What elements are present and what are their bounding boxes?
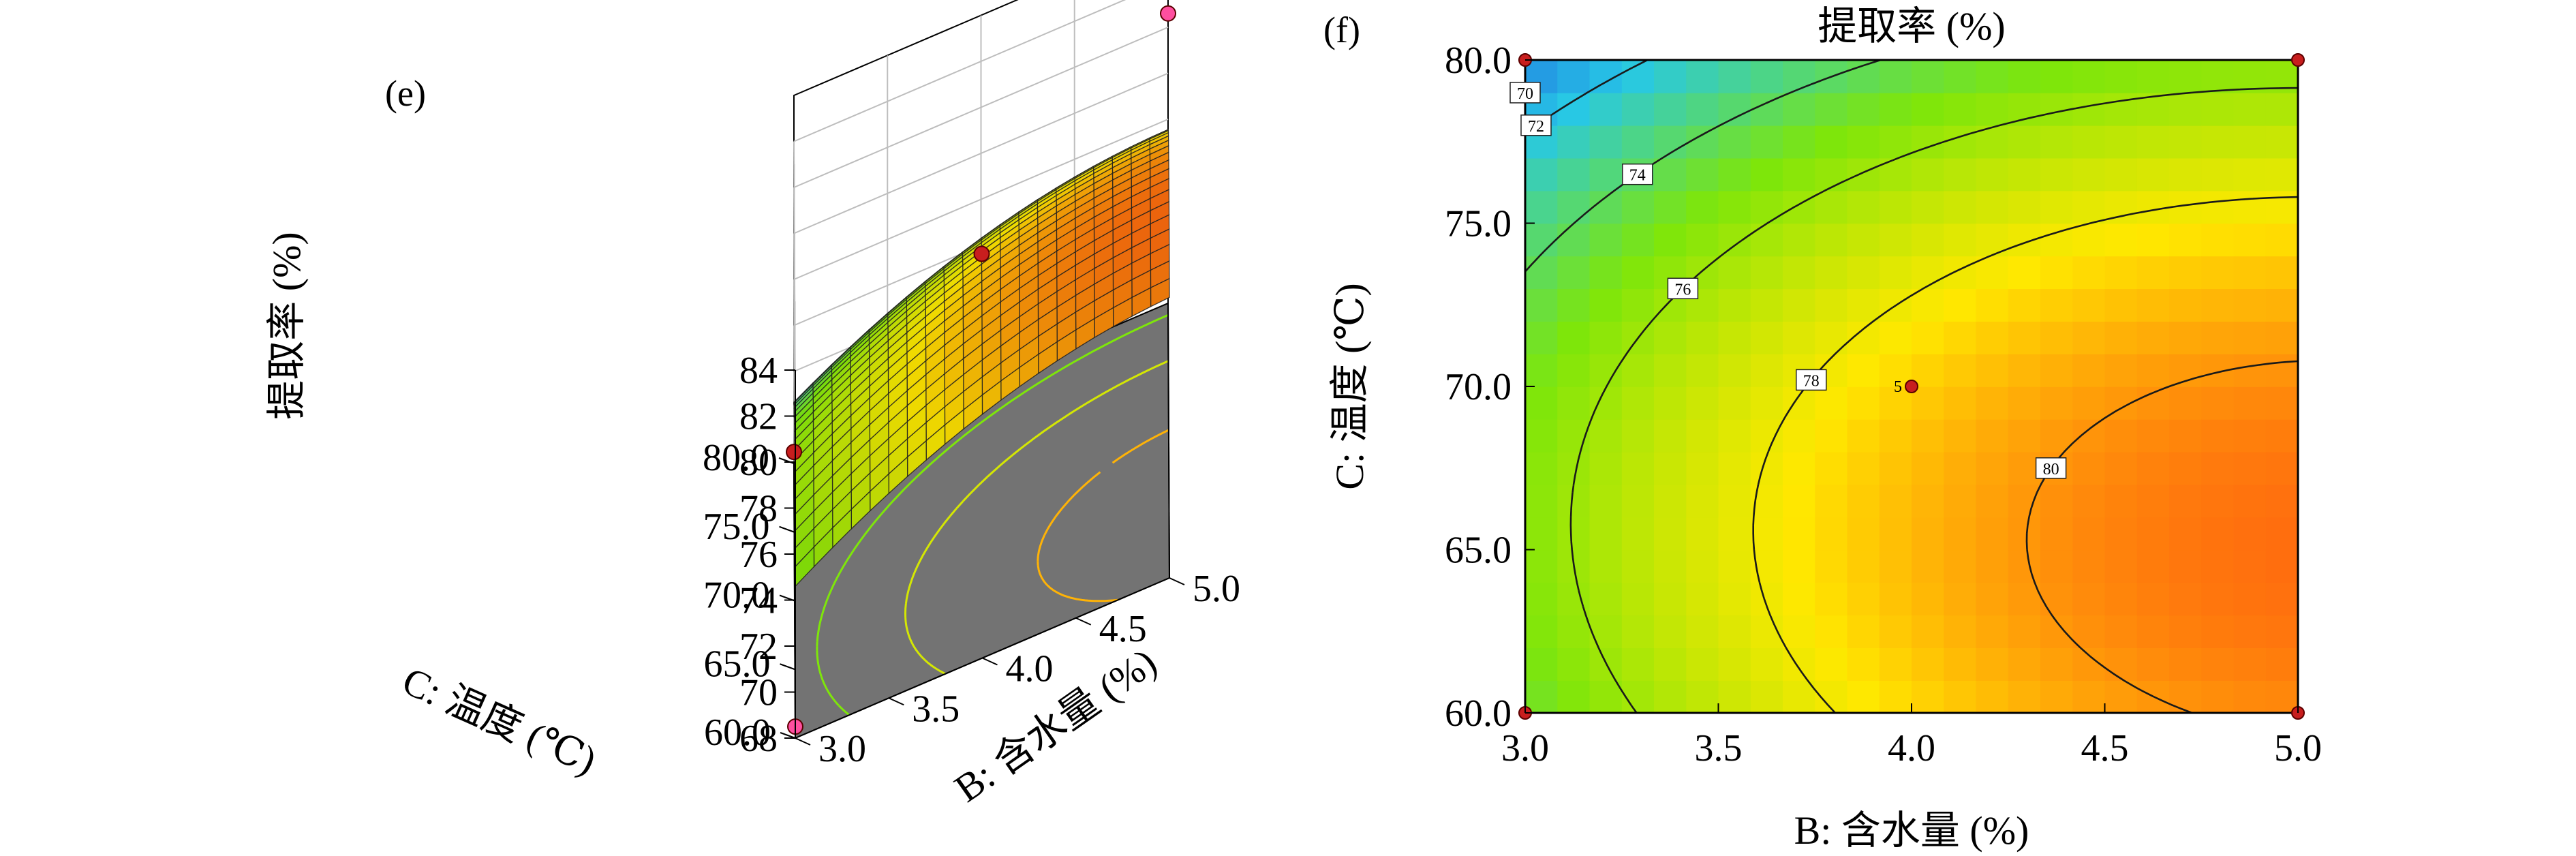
z-tick-label: 84 (739, 350, 778, 392)
design-point-3d (973, 245, 990, 262)
y-tick-label: 60.0 (1445, 692, 1512, 735)
x-axis-label: B: 含水量 (%) (1794, 808, 2029, 853)
x-tick-label: 4.5 (2081, 727, 2129, 769)
svg-text:74: 74 (1629, 167, 1646, 185)
y-tick-label: 75.0 (703, 506, 770, 548)
x-tick-label: 4.0 (1888, 727, 1935, 769)
contour-label: 70 (1509, 82, 1541, 104)
axis-ticks: 3.0 3.5 4.0 4.5 5.0 60.0 65.0 70.0 75.0 80.0 (1445, 40, 2322, 769)
x-tick-label: 4.0 (1006, 648, 1054, 690)
contour-line (2025, 360, 2298, 713)
contour-plot: 70 72 74 76 78 80 5 3.0 3.5 4.0 4.5 5.0 60.0 65.0 70… (1323, 4, 2322, 853)
design-point (2291, 53, 2305, 67)
x-tick-label: 4.5 (1099, 608, 1147, 650)
design-point (1905, 380, 1918, 393)
panel-label-e: (e) (385, 73, 426, 114)
contour-labels: 70 72 74 76 78 80 (1509, 82, 2067, 479)
x-tick-label: 3.5 (1695, 727, 1743, 769)
y-tick-label: 80.0 (1445, 40, 1512, 82)
x-tick-label: 3.0 (818, 728, 866, 770)
contour-label: 78 (1796, 369, 1827, 391)
x-tick-label: 5.0 (2274, 727, 2322, 769)
contour-line (1752, 196, 2298, 713)
svg-text:72: 72 (1528, 118, 1544, 136)
svg-text:78: 78 (1803, 372, 1820, 390)
z-tick-label: 82 (739, 396, 778, 438)
x-tick-label: 5.0 (1193, 568, 1240, 610)
y-axis-label: C: 温度 (℃) (396, 658, 603, 783)
x-axis-label: B: 含水量 (%) (947, 640, 1165, 811)
y-tick-label: 70.0 (1445, 366, 1512, 408)
z-tick-label: 72 (739, 626, 778, 668)
contour-label: 72 (1520, 114, 1552, 136)
y-axis-label: C: 温度 (℃) (1328, 283, 1372, 489)
z-tick-label: 78 (739, 488, 778, 530)
panel-label-f: (f) (1323, 10, 1360, 50)
y-tick-label: 60.0 (704, 712, 771, 754)
center-point-count: 5 (1894, 378, 1902, 396)
z-tick-label: 70 (739, 672, 778, 714)
svg-text:76: 76 (1674, 281, 1691, 299)
y-tick-label: 65.0 (1445, 530, 1512, 572)
design-point-3d (1160, 5, 1176, 22)
z-tick-label: 74 (739, 580, 778, 622)
contour-label: 76 (1667, 277, 1699, 300)
chart-title: 提取率 (%) (1818, 4, 2005, 48)
x-tick-label: 3.5 (912, 688, 960, 730)
z-tick-label: 80 (739, 442, 778, 484)
y-tick-label: 75.0 (1445, 203, 1512, 245)
svg-text:80: 80 (2043, 461, 2059, 478)
y-tick-label: 65.0 (704, 643, 771, 685)
x-tick-label: 3.0 (1501, 727, 1549, 769)
contour-label: 74 (1622, 163, 1653, 185)
z-axis-label: 提取率 (%) (264, 232, 309, 419)
z-tick-label: 76 (739, 534, 778, 576)
y-tick-label: 80.0 (703, 437, 769, 479)
contour-label: 80 (2035, 457, 2067, 479)
svg-text:70: 70 (1517, 85, 1533, 103)
z-tick-label: 68 (739, 718, 778, 760)
design-point-3d (786, 444, 802, 461)
y-tick-label: 70.0 (703, 575, 770, 617)
